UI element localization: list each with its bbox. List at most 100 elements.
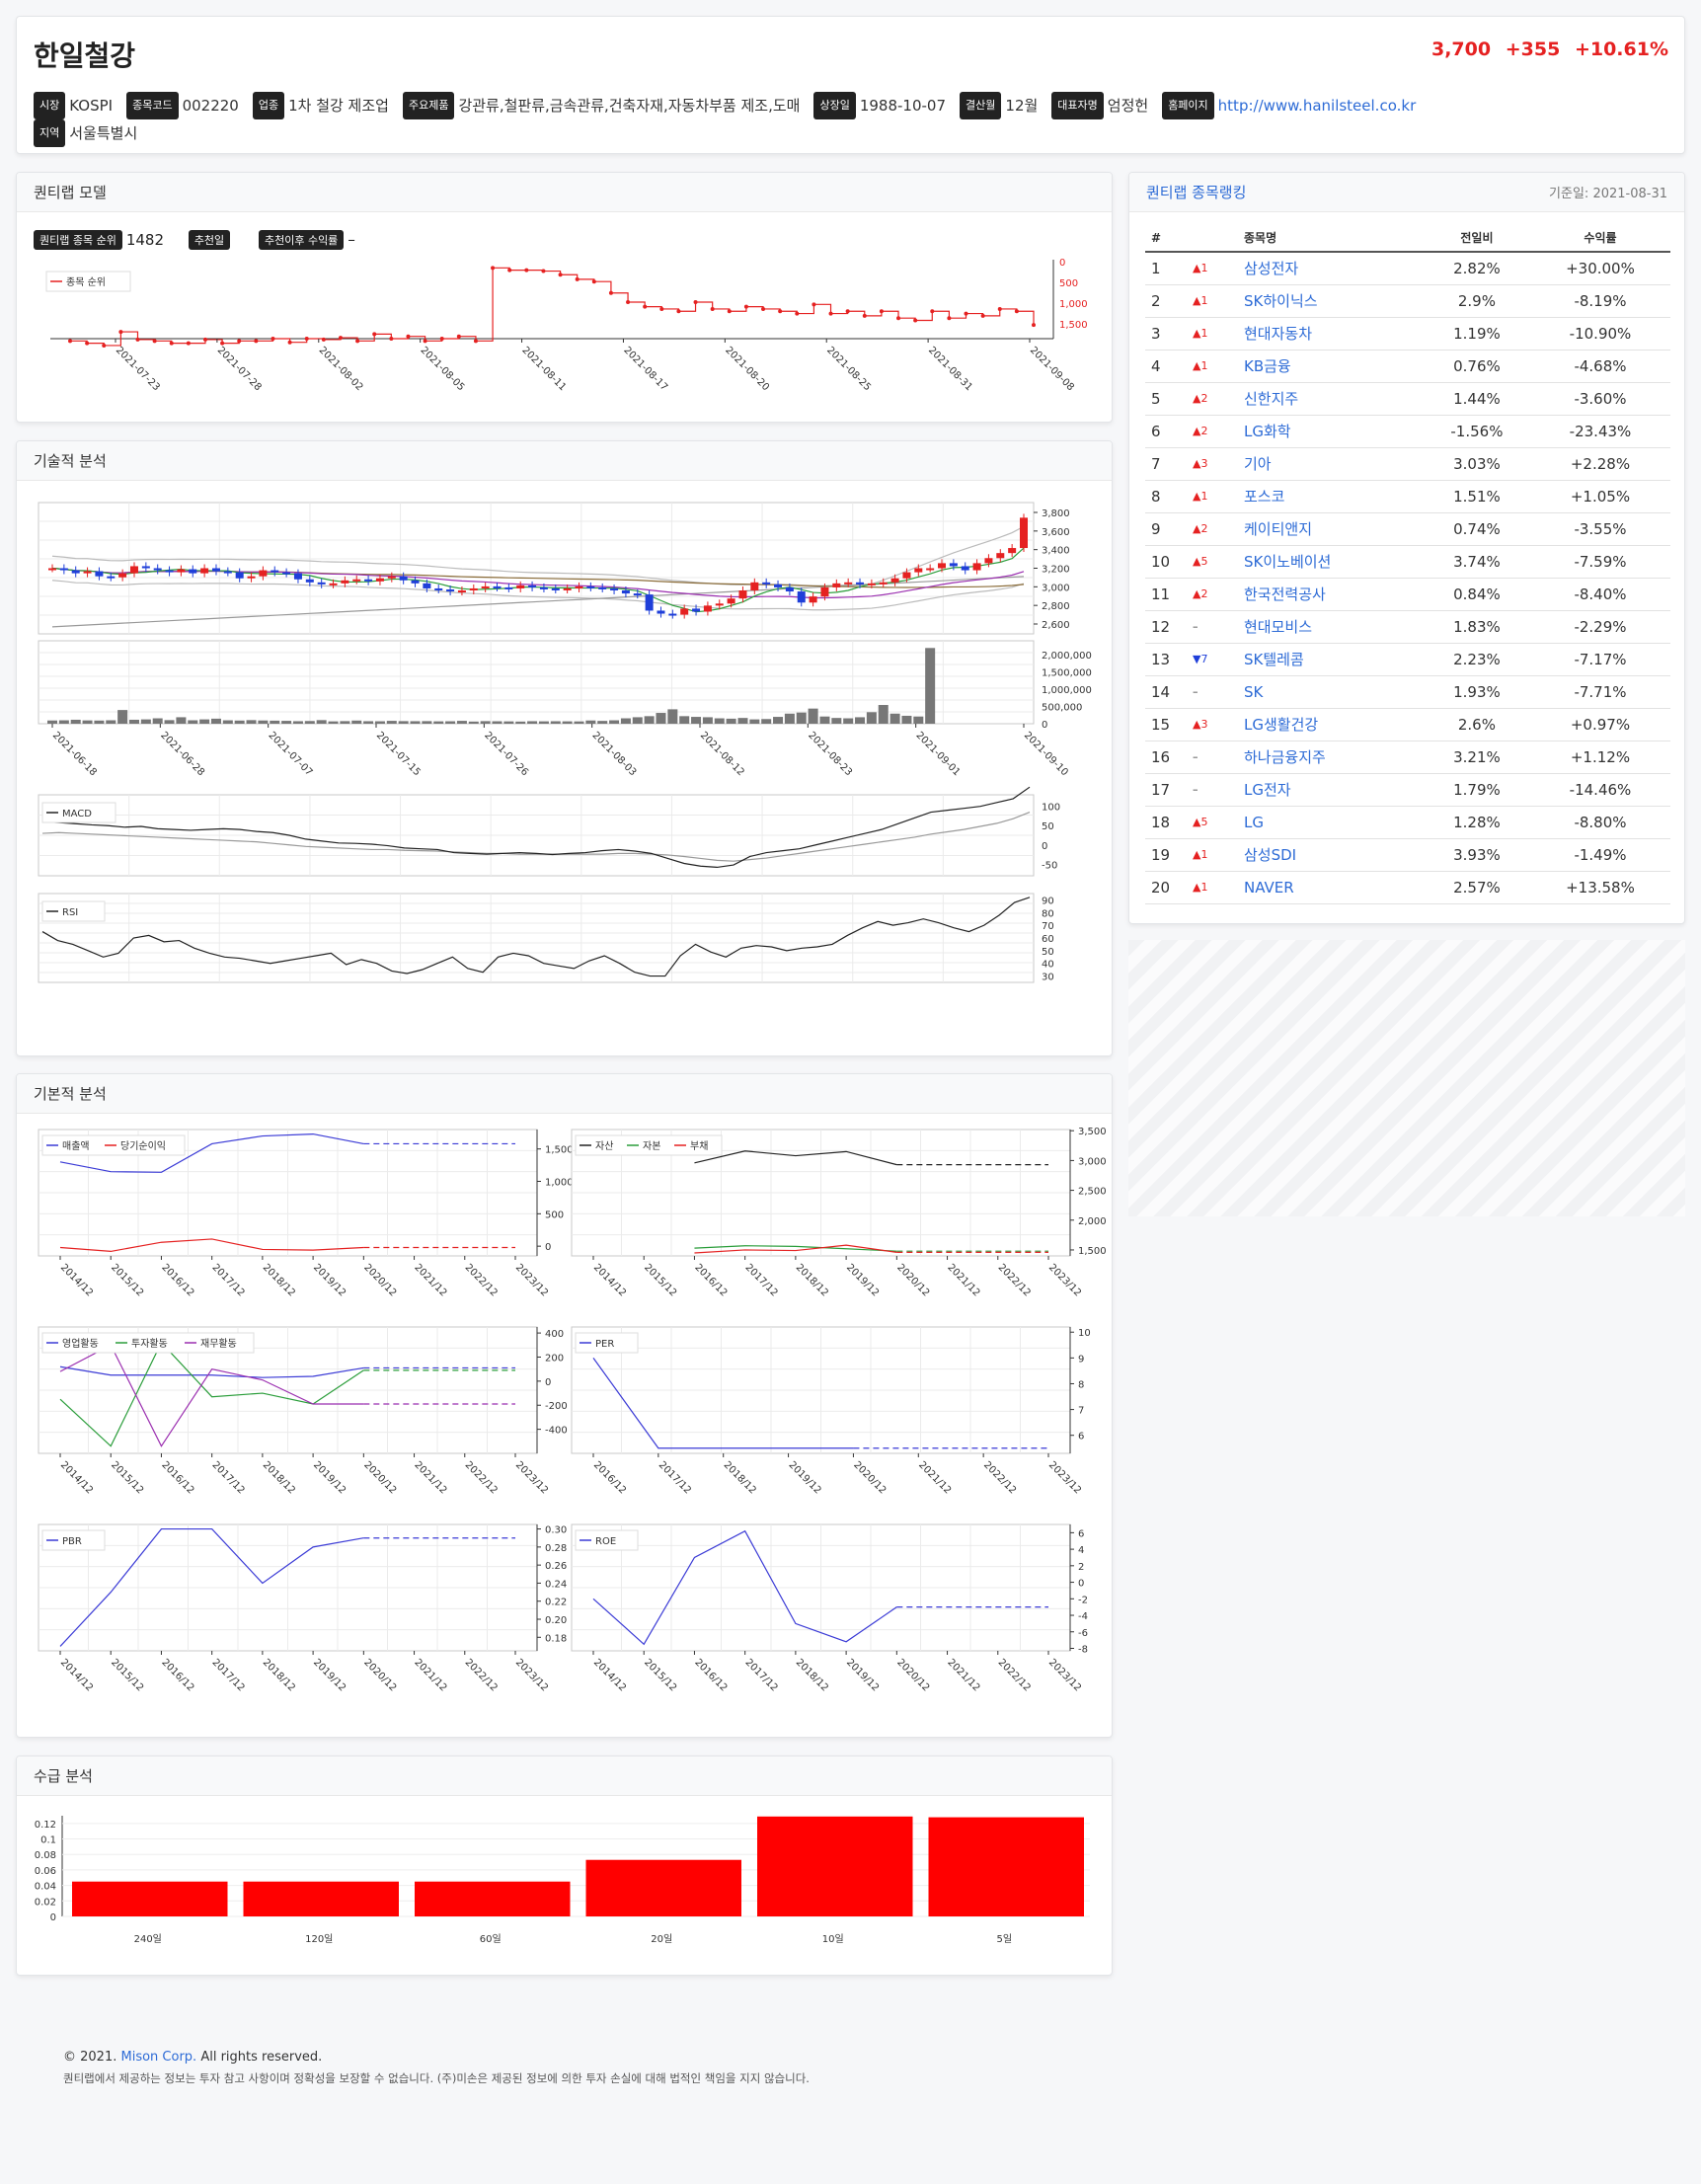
volume-bar: [128, 719, 139, 724]
x-tick-label: 2022/12: [463, 1262, 500, 1298]
stock-link[interactable]: 현대자동차: [1244, 325, 1313, 343]
rank-change: ▲1: [1193, 284, 1242, 318]
candle-body: [305, 579, 314, 583]
rank-return: -1.49%: [1529, 838, 1670, 872]
footer-company-link[interactable]: Mison Corp.: [120, 2050, 197, 2065]
stock-link[interactable]: 하나금융지주: [1244, 748, 1326, 766]
rank-change: ▲1: [1193, 317, 1242, 351]
ranking-row[interactable]: 18 ▲5 LG 1.28% -8.80%: [1145, 806, 1670, 839]
stock-link[interactable]: SK이노베이션: [1244, 553, 1332, 571]
x-tick-label: 2018/12: [261, 1262, 297, 1298]
candle-body: [563, 587, 572, 590]
ranking-row[interactable]: 11 ▲2 한국전력공사 0.84% -8.40%: [1145, 578, 1670, 611]
y-tick-label: 200: [545, 1353, 564, 1364]
x-tick-label: 2016/12: [692, 1262, 729, 1298]
candle-body: [961, 566, 969, 571]
rank-return: +2.28%: [1529, 447, 1670, 481]
stock-link[interactable]: LG화학: [1244, 423, 1291, 440]
ranking-row[interactable]: 17– LG전자 1.79% -14.46%: [1145, 773, 1670, 807]
stock-link[interactable]: LG전자: [1244, 781, 1291, 799]
rank-return: -7.59%: [1529, 545, 1670, 579]
candle-body: [399, 576, 408, 581]
ranking-row[interactable]: 1 ▲1 삼성전자 2.82% +30.00%: [1145, 252, 1670, 285]
volume-bar: [82, 720, 93, 724]
stock-link[interactable]: 포스코: [1244, 488, 1285, 506]
y-tick-label: 0.22: [545, 1598, 567, 1608]
ranking-row[interactable]: 10 ▲5 SK이노베이션 3.74% -7.59%: [1145, 545, 1670, 579]
ranking-row[interactable]: 7 ▲3 기아 3.03% +2.28%: [1145, 447, 1670, 481]
info-item: 지역 서울특별시: [34, 119, 137, 147]
y-tick-label: 2,000: [1078, 1216, 1107, 1227]
ranking-row[interactable]: 6 ▲2 LG화학 -1.56% -23.43%: [1145, 415, 1670, 448]
volume-bar: [433, 721, 444, 724]
ranking-title[interactable]: 퀀티랩 종목랭킹: [1146, 184, 1247, 201]
ranking-row[interactable]: 4 ▲1 KB금융 0.76% -4.68%: [1145, 350, 1670, 383]
x-tick-label: 2021-06-18: [50, 730, 99, 778]
stock-link[interactable]: SK하이닉스: [1244, 292, 1318, 310]
rank-diff: 1.19%: [1423, 317, 1530, 351]
stock-link[interactable]: NAVER: [1244, 878, 1294, 897]
legend-label: 매출액: [62, 1140, 90, 1152]
volume-bar: [843, 718, 854, 724]
candle-body: [575, 585, 583, 588]
info-value: 12월: [1005, 96, 1039, 115]
info-label: 결산월: [960, 92, 1002, 119]
stock-link[interactable]: 신한지주: [1244, 390, 1299, 408]
stock-link[interactable]: KB금융: [1244, 357, 1291, 375]
rank-point: [812, 302, 816, 307]
ranking-row[interactable]: 8 ▲1 포스코 1.51% +1.05%: [1145, 480, 1670, 513]
x-tick-label: 2018/12: [722, 1459, 758, 1496]
rank-point: [237, 339, 242, 344]
candle-body: [177, 569, 186, 573]
x-tick-label: 2022/12: [463, 1657, 500, 1693]
candle-body: [481, 585, 490, 588]
stock-link[interactable]: 삼성SDI: [1244, 846, 1297, 864]
stock-link[interactable]: 기아: [1244, 455, 1272, 473]
ranking-row[interactable]: 3 ▲1 현대자동차 1.19% -10.90%: [1145, 317, 1670, 351]
ranking-row[interactable]: 16– 하나금융지주 3.21% +1.12%: [1145, 741, 1670, 774]
y-tick-label: 0.26: [545, 1561, 567, 1572]
stock-link[interactable]: 현대모비스: [1244, 618, 1313, 636]
rank-move: 5: [1200, 555, 1208, 568]
stock-link[interactable]: SK텔레콤: [1244, 651, 1304, 668]
volume-bar: [550, 721, 561, 724]
candle-body: [750, 582, 759, 591]
legend-box: [41, 802, 116, 823]
ranking-row[interactable]: 14– SK 1.93% -7.71%: [1145, 675, 1670, 709]
legend-label: 자산: [595, 1140, 613, 1152]
stock-link[interactable]: 케이티앤지: [1244, 520, 1313, 538]
ranking-row[interactable]: 20 ▲1 NAVER 2.57% +13.58%: [1145, 871, 1670, 904]
y-tick-label: 9: [1078, 1354, 1084, 1365]
footer-rights: All rights reserved.: [200, 2050, 323, 2065]
rank-no: 6: [1145, 415, 1193, 448]
ranking-row[interactable]: 2 ▲1 SK하이닉스 2.9% -8.19%: [1145, 284, 1670, 318]
stock-link[interactable]: SK: [1244, 682, 1264, 701]
volume-bar: [222, 720, 233, 724]
ranking-row[interactable]: 5 ▲2 신한지주 1.44% -3.60%: [1145, 382, 1670, 416]
info-value: 002220: [182, 96, 239, 115]
stock-link[interactable]: LG: [1244, 813, 1264, 831]
stock-link[interactable]: 한국전력공사: [1244, 585, 1326, 603]
rank-point: [879, 309, 884, 314]
stock-link[interactable]: LG생활건강: [1244, 716, 1319, 734]
volume-bar: [140, 719, 151, 724]
y-tick-label: 0: [1042, 841, 1047, 852]
rank-move: 7: [1200, 653, 1208, 665]
rank-chart: 0 500 1,000 1,500 2021-07-23 2021-07-28 2021-0…: [45, 258, 1088, 393]
rank-point: [423, 339, 427, 344]
homepage-link[interactable]: http://www.hanilsteel.co.kr: [1217, 96, 1417, 115]
ranking-row[interactable]: 12– 현대모비스 1.83% -2.29%: [1145, 610, 1670, 644]
stock-link[interactable]: 삼성전자: [1244, 260, 1299, 278]
rank-point: [355, 339, 360, 344]
ranking-row[interactable]: 15 ▲3 LG생활건강 2.6% +0.97%: [1145, 708, 1670, 741]
rank-point: [1032, 323, 1036, 328]
rank-move: 1: [1200, 881, 1208, 894]
ranking-row[interactable]: 19 ▲1 삼성SDI 3.93% -1.49%: [1145, 838, 1670, 872]
volume-bar: [176, 717, 187, 724]
ranking-row[interactable]: 13 ▼7 SK텔레콤 2.23% -7.17%: [1145, 643, 1670, 676]
ranking-row[interactable]: 9 ▲2 케이티앤지 0.74% -3.55%: [1145, 512, 1670, 546]
y-tick-label: 3,400: [1042, 546, 1070, 557]
candle-body: [692, 608, 701, 612]
info-label: 지역: [34, 119, 66, 147]
fund-series-line: [694, 1244, 897, 1254]
